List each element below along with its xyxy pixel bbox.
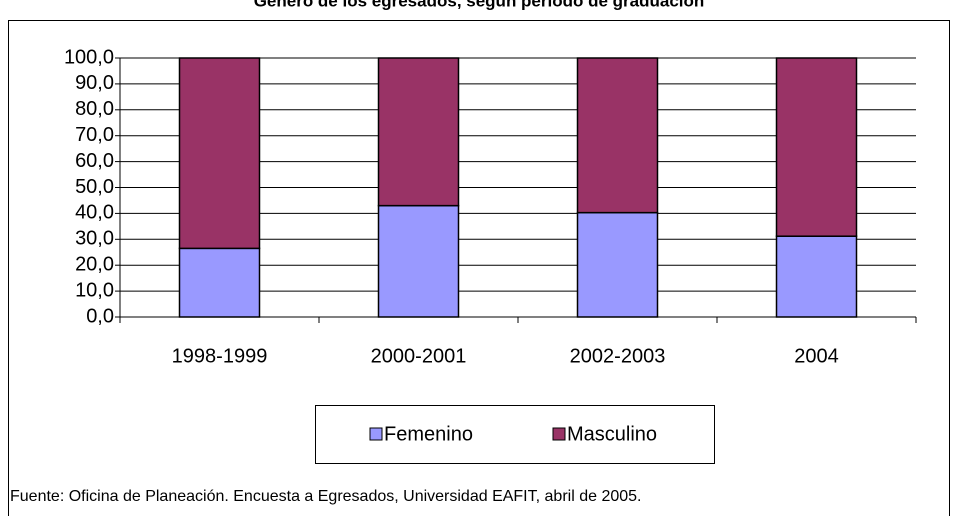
y-tick-label: 0,0 (86, 305, 114, 327)
bar-segment (576, 211, 659, 318)
y-tick-label: 40,0 (75, 202, 114, 224)
y-tick-label: 10,0 (75, 279, 114, 301)
y-tick-label: 100,0 (64, 46, 114, 68)
bar-segment (178, 247, 261, 318)
y-tick-label: 70,0 (75, 124, 114, 146)
y-tick-label: 20,0 (75, 253, 114, 275)
y-tick-label: 60,0 (75, 150, 114, 172)
bar-segment (775, 57, 858, 237)
bar-segment (377, 57, 460, 207)
legend-swatch (369, 427, 383, 441)
legend-swatch (552, 427, 566, 441)
chart-title: Género de los egresados, según período d… (254, 0, 705, 10)
bar-segment (775, 235, 858, 318)
legend-label: Masculino (567, 423, 657, 445)
source-note: Fuente: Oficina de Planeación. Encuesta … (10, 488, 641, 505)
x-tick-label: 1998-1999 (172, 345, 268, 367)
y-tick-label: 30,0 (75, 228, 114, 250)
x-tick-label: 2002-2003 (570, 345, 666, 367)
x-tick-label: 2004 (794, 345, 839, 367)
bar-segment (178, 57, 261, 250)
bar-segment (377, 204, 460, 318)
x-tick-label: 2000-2001 (371, 345, 467, 367)
y-tick-label: 50,0 (75, 176, 114, 198)
y-tick-label: 80,0 (75, 98, 114, 120)
legend-label: Femenino (384, 423, 473, 445)
y-tick-label: 90,0 (75, 72, 114, 94)
bar-segment (576, 57, 659, 214)
